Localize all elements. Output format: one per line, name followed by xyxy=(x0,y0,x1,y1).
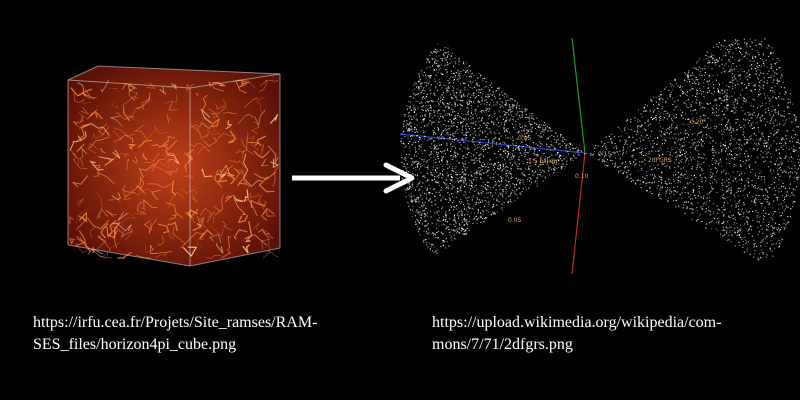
survey-label: 0.05 xyxy=(508,217,522,224)
cube-outer-edges xyxy=(67,65,281,267)
survey-label: 0.20 xyxy=(690,119,704,126)
survey-label: 0.05 xyxy=(518,135,532,142)
survey-label: 2dFGRS xyxy=(648,157,672,164)
left-image-source-caption: https://irfu.cea.fr/Projets/Site_ramses/… xyxy=(33,312,353,356)
survey-label: 1.5 billion xyxy=(528,158,558,165)
caption-line: mons/7/71/2dfgrs.png xyxy=(432,336,573,353)
filament-web xyxy=(69,79,280,259)
survey-label: 0.10 xyxy=(575,173,589,180)
axis-red xyxy=(571,152,586,275)
caption-line: https://irfu.cea.fr/Projets/Site_ramses/… xyxy=(33,314,318,331)
redshift-survey-wedge-image: 0.05 1.5 billion 0.10 0.15 0.20 2dFGRS 0… xyxy=(399,37,800,278)
axis-green xyxy=(571,37,586,154)
survey-labels: 0.05 1.5 billion 0.10 0.15 0.20 2dFGRS 0… xyxy=(508,119,704,224)
wedge-svg: 0.05 1.5 billion 0.10 0.15 0.20 2dFGRS 0… xyxy=(399,37,800,275)
cube-svg xyxy=(67,65,281,267)
survey-label: 0.15 xyxy=(598,151,612,158)
galaxy-filament-cube-image xyxy=(60,60,290,275)
axis-blue xyxy=(399,133,586,154)
caption-line: https://upload.wikimedia.org/wikipedia/c… xyxy=(432,314,722,331)
right-arrow-icon xyxy=(288,160,420,196)
caption-line: SES_files/horizon4pi_cube.png xyxy=(33,336,237,353)
galaxy-points xyxy=(400,38,800,261)
right-image-source-caption: https://upload.wikimedia.org/wikipedia/c… xyxy=(432,312,772,356)
